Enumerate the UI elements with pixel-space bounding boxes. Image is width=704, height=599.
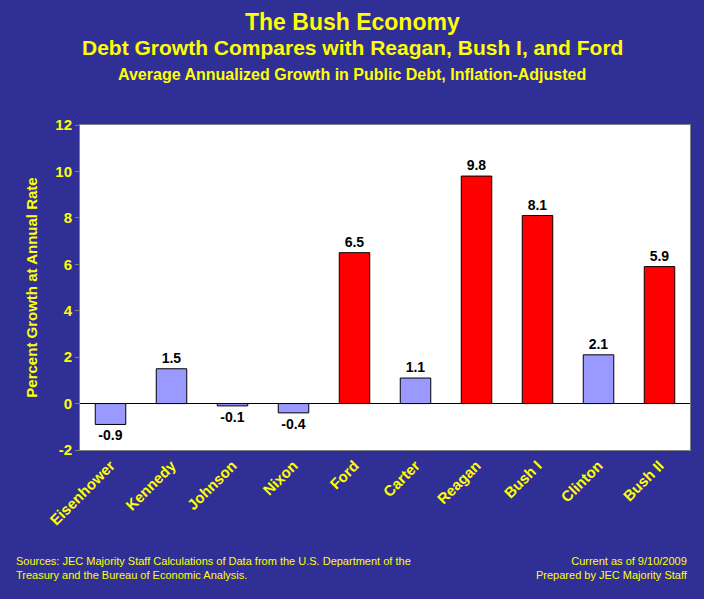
svg-text:8.1: 8.1 (528, 197, 548, 213)
svg-text:12: 12 (55, 116, 72, 133)
svg-text:The Bush Economy: The Bush Economy (245, 9, 460, 35)
svg-text:5.9: 5.9 (650, 248, 670, 264)
svg-text:-0.9: -0.9 (98, 427, 122, 443)
svg-text:Sources: JEC Majority Staff Ca: Sources: JEC Majority Staff Calculations… (16, 555, 411, 581)
svg-text:9.8: 9.8 (467, 157, 487, 173)
svg-text:Ford: Ford (326, 457, 362, 493)
svg-text:2.1: 2.1 (589, 336, 609, 352)
svg-text:6.5: 6.5 (345, 234, 365, 250)
svg-text:6: 6 (64, 256, 72, 273)
svg-text:1.5: 1.5 (162, 350, 182, 366)
svg-text:Reagan: Reagan (434, 457, 484, 507)
svg-text:Current as of 9/10/2009Prepare: Current as of 9/10/2009Prepared by JEC M… (536, 555, 688, 581)
svg-text:Nixon: Nixon (259, 457, 300, 498)
svg-text:Eisenhower: Eisenhower (46, 457, 118, 529)
svg-text:0: 0 (64, 395, 72, 412)
svg-text:Debt Growth Compares with Reag: Debt Growth Compares with Reagan, Bush I… (82, 36, 623, 59)
svg-text:8: 8 (64, 209, 72, 226)
svg-text:Carter: Carter (380, 457, 423, 500)
svg-text:Bush II: Bush II (620, 457, 667, 504)
svg-text:-2: -2 (59, 441, 72, 458)
svg-text:-0.1: -0.1 (220, 409, 244, 425)
svg-text:Percent Growth at Annual Rate: Percent Growth at Annual Rate (23, 177, 40, 397)
svg-text:Bush I: Bush I (500, 457, 544, 501)
svg-text:10: 10 (55, 163, 72, 180)
svg-text:4: 4 (64, 302, 73, 319)
svg-text:Johnson: Johnson (184, 457, 240, 513)
svg-text:Clinton: Clinton (557, 457, 606, 506)
svg-text:2: 2 (64, 348, 72, 365)
svg-text:Average Annualized Growth in P: Average Annualized Growth in Public Debt… (118, 66, 586, 83)
svg-text:-0.4: -0.4 (281, 416, 305, 432)
svg-text:Kennedy: Kennedy (122, 456, 179, 513)
svg-text:1.1: 1.1 (406, 359, 426, 375)
